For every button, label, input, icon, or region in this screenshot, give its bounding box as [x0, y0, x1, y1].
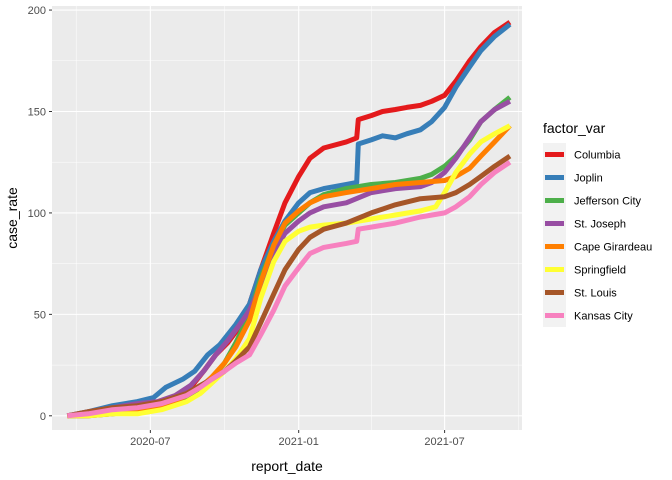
legend-label-jefferson-city: Jefferson City [574, 196, 642, 208]
legend-label-st-joseph: St. Joseph [574, 219, 626, 231]
legend-label-springfield: Springfield [574, 265, 626, 277]
legend-label-columbia: Columbia [574, 150, 621, 162]
series-line-kansas-city [67, 160, 512, 419]
series-line-springfield [67, 123, 512, 419]
series-line-joplin [66, 22, 512, 419]
x-tick-label: 2021-01 [279, 436, 319, 448]
y-tick-label: 100 [28, 208, 46, 220]
legend-label-joplin: Joplin [574, 173, 603, 185]
legend-label-kansas-city: Kansas City [574, 311, 633, 323]
legend: factor_var Columbia Joplin Jefferson City S… [543, 120, 652, 327]
x-tick-label: 2021-07 [424, 436, 464, 448]
x-axis-title: report_date [251, 458, 323, 474]
legend-title: factor_var [543, 120, 606, 136]
legend-label-st-louis: St. Louis [574, 288, 617, 300]
legend-label-cape-girardeau: Cape Girardeau [574, 242, 652, 254]
y-axis: 0 50 100 150 200 [28, 5, 52, 423]
y-tick-label: 50 [34, 309, 46, 321]
y-axis-title: case_rate [4, 187, 20, 249]
series-lines [66, 20, 512, 419]
y-tick-label: 150 [28, 106, 46, 118]
y-tick-label: 0 [40, 411, 46, 423]
y-tick-label: 200 [28, 5, 46, 17]
x-tick-label: 2020-07 [130, 436, 170, 448]
x-axis: 2020-07 2021-01 2021-07 [130, 430, 465, 448]
